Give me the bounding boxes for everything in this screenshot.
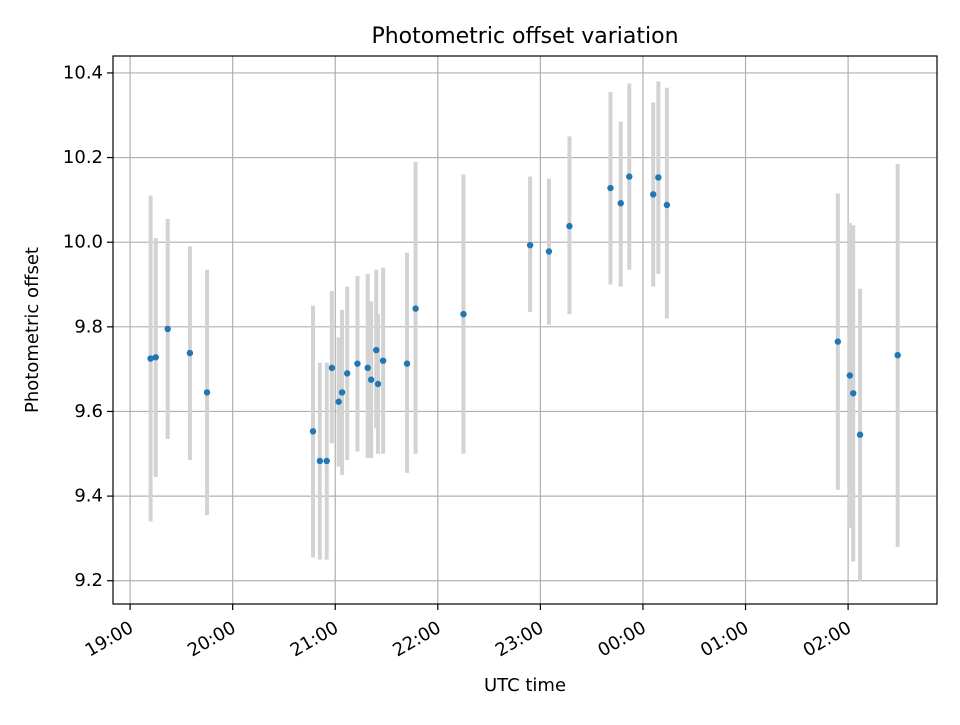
data-point — [203, 389, 211, 396]
plot-frame — [112, 55, 938, 605]
data-point — [663, 201, 671, 209]
y-tick-label: 10.4 — [63, 62, 103, 83]
data-point — [152, 354, 159, 361]
data-point — [164, 325, 171, 333]
data-point — [526, 241, 534, 249]
data-point — [545, 248, 553, 255]
data-point — [367, 376, 375, 383]
data-point — [323, 457, 330, 465]
y-tick-label: 9.4 — [74, 486, 103, 507]
data-point — [850, 390, 857, 397]
data-point — [856, 431, 864, 438]
data-point — [617, 200, 624, 207]
grid — [113, 56, 937, 604]
y-tick-label: 10.2 — [63, 147, 103, 168]
data-point — [566, 222, 573, 230]
data-point — [834, 338, 842, 345]
data-point — [374, 380, 382, 388]
data-point — [412, 305, 419, 312]
data-point — [147, 355, 154, 362]
data-point — [328, 364, 336, 372]
data-point — [379, 357, 387, 364]
x-axis-label: UTC time — [484, 675, 566, 696]
chart-title: Photometric offset variation — [371, 24, 678, 49]
data-point — [894, 351, 901, 359]
y-tick-label: 10.0 — [63, 232, 103, 253]
data-point — [373, 346, 380, 354]
data-point — [335, 398, 342, 405]
data-point — [309, 428, 317, 435]
y-tick-label: 9.6 — [74, 401, 103, 422]
data-point — [354, 360, 361, 367]
data-point — [650, 191, 657, 198]
y-tick-label: 9.2 — [74, 570, 103, 591]
y-axis-label: Photometric offset — [22, 247, 43, 413]
data-point — [846, 372, 854, 379]
data-point — [338, 389, 346, 396]
data-point — [316, 457, 324, 465]
data-point — [344, 370, 351, 377]
data-point — [626, 173, 633, 180]
data-point — [364, 364, 371, 372]
data-points — [147, 173, 901, 465]
data-point — [655, 174, 662, 181]
data-point — [460, 310, 467, 318]
y-tick-label: 9.8 — [74, 316, 103, 337]
data-point — [186, 349, 194, 357]
data-point — [607, 184, 614, 192]
plot-area — [113, 56, 937, 604]
data-point — [403, 360, 411, 367]
